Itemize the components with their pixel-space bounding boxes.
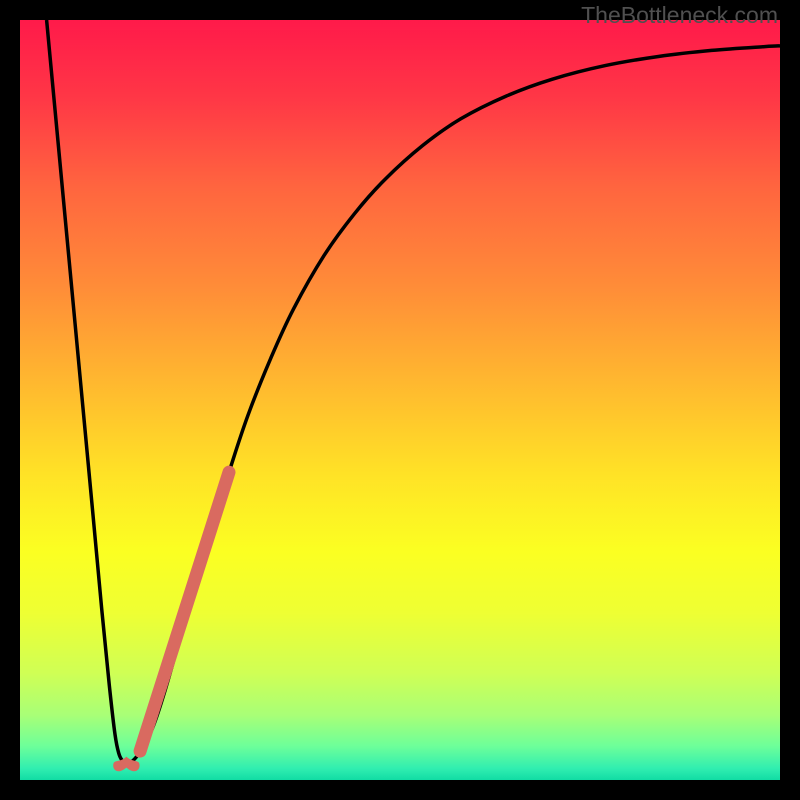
curve-layer — [20, 20, 780, 780]
frame-bottom — [0, 780, 800, 800]
frame-right — [780, 0, 800, 800]
bottleneck-curve — [47, 20, 780, 763]
frame-left — [0, 0, 20, 800]
plot-area — [20, 20, 780, 780]
highlight-segment — [140, 472, 229, 751]
chart-container: TheBottleneck.com — [0, 0, 800, 800]
watermark-text: TheBottleneck.com — [581, 2, 778, 29]
